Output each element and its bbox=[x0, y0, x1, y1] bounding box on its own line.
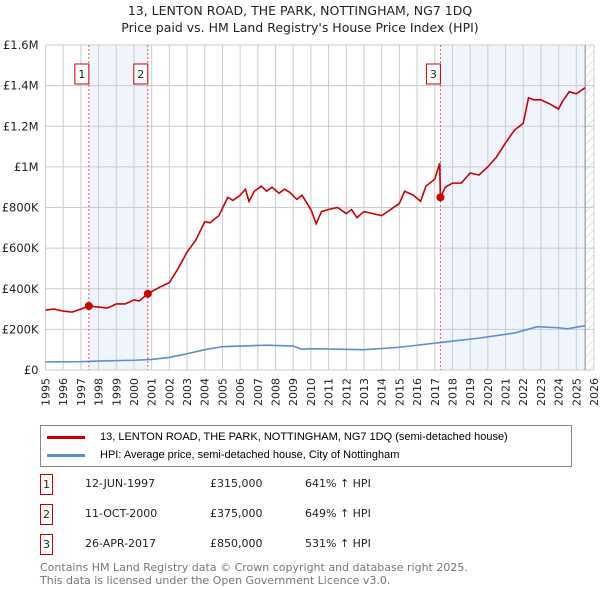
x-tick-label: 2011 bbox=[323, 378, 336, 406]
y-tick-label: £200K bbox=[2, 322, 39, 336]
y-tick-label: £600K bbox=[2, 241, 39, 255]
x-tick-label: 2026 bbox=[588, 378, 600, 406]
sale-row: 2 11-OCT-2000 £375,000 649% ↑ HPI bbox=[40, 504, 440, 526]
sale-number: 3 bbox=[40, 534, 53, 555]
sale-hpi: 531% ↑ HPI bbox=[305, 537, 371, 550]
x-tick-label: 1996 bbox=[57, 378, 70, 406]
x-tick-label: 2007 bbox=[252, 378, 265, 406]
footer: Contains HM Land Registry data © Crown c… bbox=[40, 561, 468, 587]
x-tick-label: 2023 bbox=[535, 378, 548, 406]
x-tick-label: 2009 bbox=[287, 378, 300, 406]
x-tick-label: 2003 bbox=[181, 378, 194, 406]
x-tick-label: 2008 bbox=[270, 378, 283, 406]
series-line bbox=[45, 324, 586, 363]
sale-date: 26-APR-2017 bbox=[85, 537, 157, 550]
sale-label-box bbox=[425, 63, 441, 85]
x-tick-label: 2017 bbox=[429, 378, 442, 406]
legend-item-hpi: HPI: Average price, semi-detached house,… bbox=[47, 447, 399, 463]
sale-label-box bbox=[74, 63, 90, 85]
chart-title: 13, LENTON ROAD, THE PARK, NOTTINGHAM, N… bbox=[127, 3, 473, 18]
sale-price: £375,000 bbox=[210, 507, 263, 520]
y-tick-label: £1.6M bbox=[3, 38, 39, 52]
y-tick-label: £0 bbox=[24, 363, 39, 377]
x-tick-label: 2013 bbox=[358, 378, 371, 406]
x-tick-label: 2022 bbox=[517, 378, 530, 406]
sale-label: 2 bbox=[137, 68, 144, 81]
x-tick-label: 2019 bbox=[464, 378, 477, 406]
y-tick-label: £1.2M bbox=[3, 119, 39, 133]
sale-point bbox=[143, 289, 152, 298]
sale-date: 11-OCT-2000 bbox=[85, 507, 158, 520]
x-tick-label: 2014 bbox=[376, 378, 389, 406]
x-tick-label: 2024 bbox=[553, 378, 566, 406]
sale-row: 3 26-APR-2017 £850,000 531% ↑ HPI bbox=[40, 534, 440, 556]
sale-number: 1 bbox=[40, 474, 53, 495]
legend-label: 13, LENTON ROAD, THE PARK, NOTTINGHAM, N… bbox=[100, 431, 508, 443]
y-tick-label: £800K bbox=[2, 201, 39, 215]
x-tick-label: 2021 bbox=[500, 378, 513, 406]
legend-item-property: 13, LENTON ROAD, THE PARK, NOTTINGHAM, N… bbox=[47, 429, 508, 445]
x-tick-label: 2002 bbox=[163, 378, 176, 406]
sale-price: £850,000 bbox=[210, 537, 263, 550]
x-tick-label: 2004 bbox=[199, 378, 212, 406]
legend-swatch-blue bbox=[47, 453, 85, 457]
y-tick-label: £1M bbox=[14, 160, 39, 174]
sale-hpi: 641% ↑ HPI bbox=[305, 477, 371, 490]
footer-line: Contains HM Land Registry data © Crown c… bbox=[40, 561, 468, 574]
chart-plot: 1995 1996 1997 1998 1999 2000 2001 2002 2003 2004… bbox=[2, 38, 600, 406]
x-tick-label: 2012 bbox=[340, 378, 353, 406]
x-tick-label: 2006 bbox=[234, 378, 247, 406]
y-tick-label: £1.4M bbox=[3, 79, 39, 93]
x-tick-label: 2010 bbox=[305, 378, 318, 406]
x-tick-label: 2025 bbox=[570, 378, 583, 406]
legend-label: HPI: Average price, semi-detached house,… bbox=[100, 449, 400, 461]
sale-row: 1 12-JUN-1997 £315,000 641% ↑ HPI bbox=[40, 474, 440, 496]
sale-label: 3 bbox=[430, 68, 437, 81]
x-tick-label: 2001 bbox=[146, 378, 159, 406]
sale-label-box bbox=[133, 63, 149, 85]
x-tick-label: 2016 bbox=[411, 378, 424, 406]
sale-number: 2 bbox=[40, 504, 53, 525]
x-tick-label: 2015 bbox=[393, 378, 406, 406]
x-tick-label: 1995 bbox=[40, 378, 53, 406]
x-tick-label: 2018 bbox=[446, 378, 459, 406]
chart-subtitle: Price paid vs. HM Land Registry's House … bbox=[121, 20, 479, 35]
footer-line: This data is licensed under the Open Gov… bbox=[40, 574, 391, 587]
legend: 13, LENTON ROAD, THE PARK, NOTTINGHAM, N… bbox=[40, 425, 572, 467]
y-tick-label: £400K bbox=[2, 282, 39, 296]
sale-date: 12-JUN-1997 bbox=[85, 477, 156, 490]
sale-price: £315,000 bbox=[210, 477, 263, 490]
x-tick-label: 2020 bbox=[482, 378, 495, 406]
x-tick-label: 2005 bbox=[216, 378, 229, 406]
x-tick-label: 1999 bbox=[110, 378, 123, 406]
sale-point bbox=[436, 193, 445, 202]
x-tick-label: 1997 bbox=[75, 378, 88, 406]
x-tick-label: 1998 bbox=[93, 378, 106, 406]
sale-label: 1 bbox=[78, 68, 85, 81]
sale-point bbox=[84, 302, 93, 311]
x-tick-label: 2000 bbox=[128, 378, 141, 406]
legend-swatch-red bbox=[47, 435, 85, 439]
sale-hpi: 649% ↑ HPI bbox=[305, 507, 371, 520]
